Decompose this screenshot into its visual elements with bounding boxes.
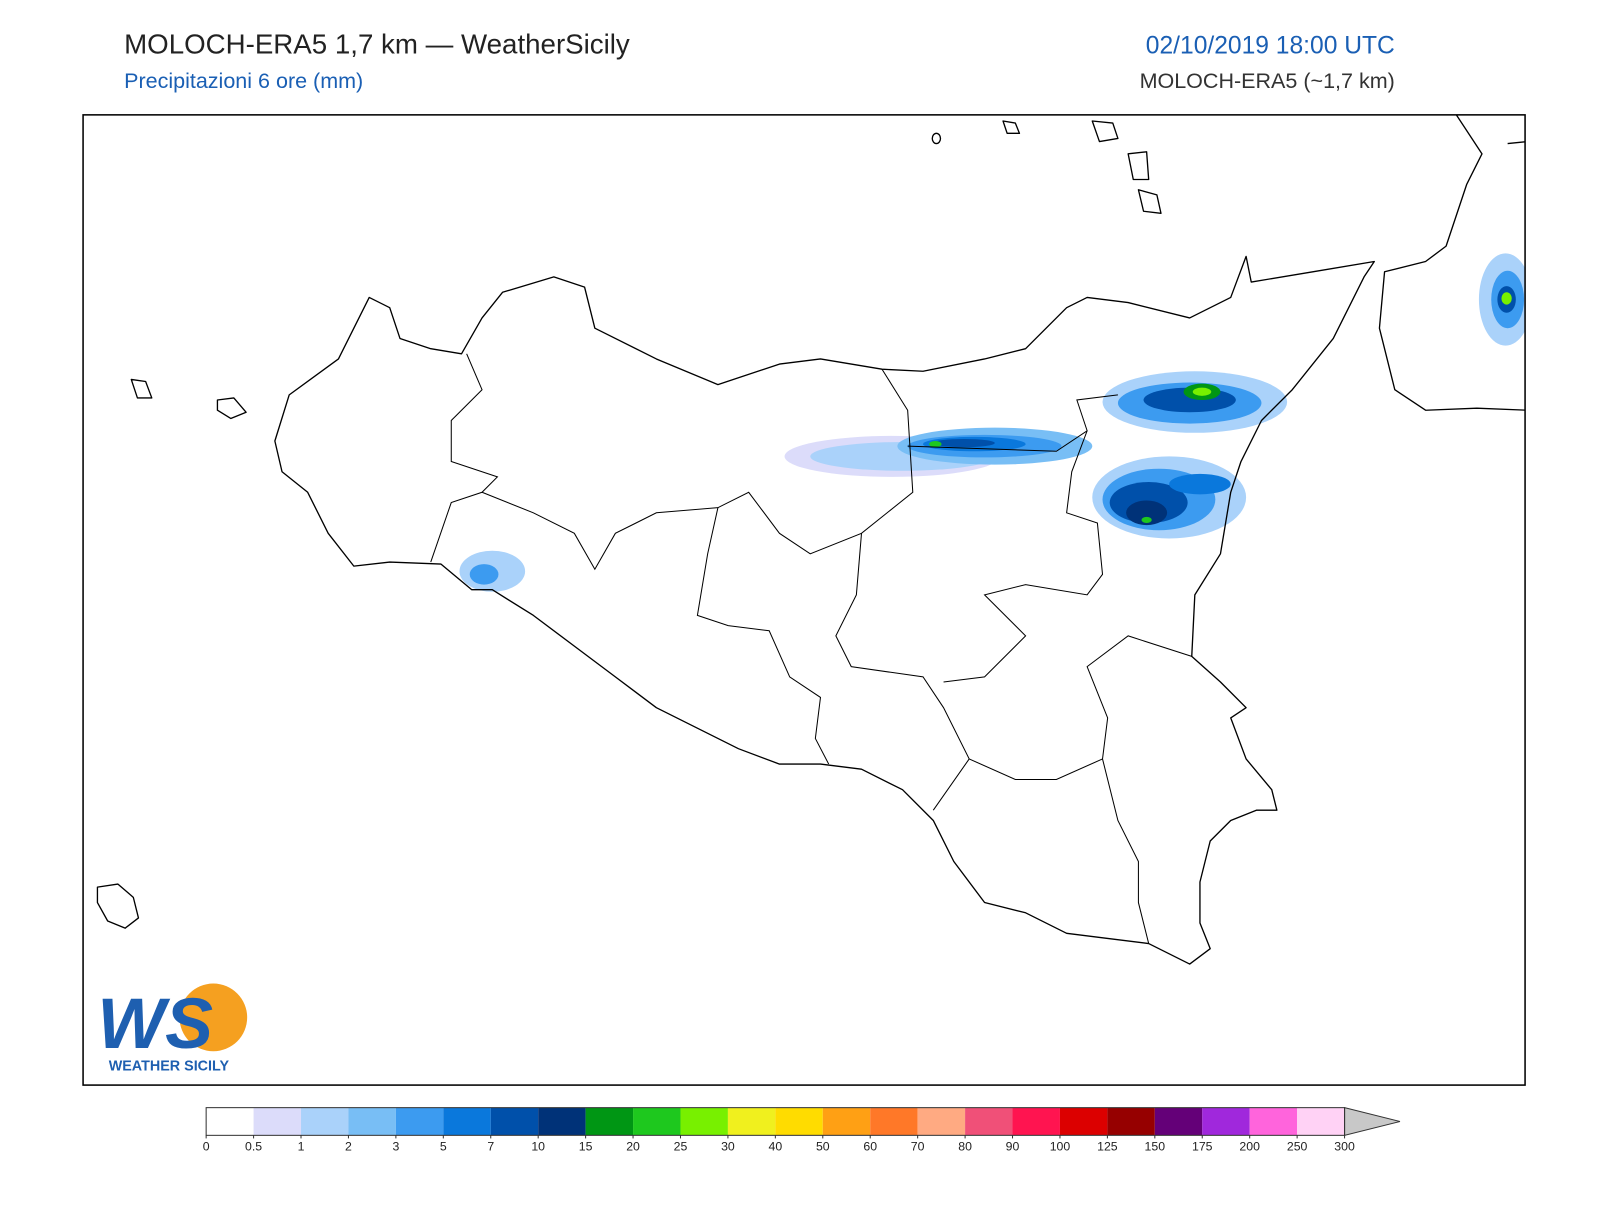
colorbar-box <box>727 1107 776 1136</box>
colorbar-tick-label: 150 <box>1145 1140 1166 1154</box>
map <box>83 114 1526 1086</box>
logo-name: WEATHER SICILY <box>109 1059 230 1075</box>
colorbar-box <box>585 1107 634 1136</box>
colorbar-tick-label: 50 <box>816 1140 830 1154</box>
colorbar-tick-label: 5 <box>440 1140 447 1154</box>
colorbar-box <box>538 1107 586 1136</box>
colorbar-box <box>301 1107 349 1136</box>
colorbar-box <box>395 1107 444 1136</box>
map-frame <box>82 114 1526 1086</box>
island <box>96 883 140 929</box>
colorbar-box <box>1107 1107 1155 1136</box>
colorbar: 0 0.5 1 2 3 5 7 10 15 20 25 30 40 50 60 70 80 90 100 125 150… <box>203 1106 1401 1154</box>
coastline <box>274 255 1375 965</box>
colorbar-tick-label: 200 <box>1239 1140 1260 1154</box>
colorbar-tick-label: 70 <box>911 1140 925 1154</box>
colorbar-box <box>775 1107 823 1136</box>
model-name: MOLOCH-ERA5 (~1,7 km) <box>1140 69 1395 93</box>
colorbar-tick-label: 7 <box>487 1140 494 1154</box>
logo: WS WEATHER SICILY <box>97 983 248 1075</box>
colorbar-box <box>1059 1107 1108 1136</box>
colorbar-box <box>680 1107 728 1136</box>
colorbar-box <box>206 1107 254 1136</box>
colorbar-box <box>348 1107 396 1136</box>
colorbar-box <box>917 1107 966 1136</box>
calabria-coast <box>1378 114 1526 411</box>
colorbar-box <box>822 1107 871 1136</box>
colorbar-box <box>1154 1107 1203 1136</box>
colorbar-box <box>1202 1107 1250 1136</box>
colorbar-tick-label: 250 <box>1287 1140 1308 1154</box>
colorbar-box <box>870 1107 918 1136</box>
colorbar-box <box>1012 1107 1060 1136</box>
title: MOLOCH-ERA5 1,7 km — WeatherSicily <box>124 28 630 59</box>
colorbar-tick-label: 20 <box>626 1140 640 1154</box>
figure-body: MOLOCH-ERA5 1,7 km — WeatherSicily Preci… <box>82 28 1526 1154</box>
subtitle: Precipitazioni 6 ore (mm) <box>124 69 363 93</box>
precipitation <box>459 253 1526 592</box>
colorbar-extension <box>1344 1106 1401 1136</box>
colorbar-tick-label: 300 <box>1334 1140 1355 1154</box>
colorbar-tick-label: 1 <box>298 1140 305 1154</box>
colorbar-tick-label: 25 <box>674 1140 688 1154</box>
valid-date: 02/10/2019 18:00 UTC <box>1146 32 1395 59</box>
logo-mark: WS <box>97 984 213 1064</box>
colorbar-tick-label: 0.5 <box>245 1140 262 1154</box>
colorbar-tick-label: 10 <box>531 1140 545 1154</box>
colorbar-tick-label: 40 <box>769 1140 783 1154</box>
colorbar-box <box>1297 1107 1345 1136</box>
colorbar-tick-label: 80 <box>958 1140 972 1154</box>
colorbar-tick-label: 3 <box>392 1140 399 1154</box>
colorbar-tick-label: 60 <box>863 1140 877 1154</box>
colorbar-box <box>443 1107 491 1136</box>
colorbar-tick-label: 125 <box>1097 1140 1118 1154</box>
colorbar-box <box>253 1107 302 1136</box>
colorbar-tick-label: 0 <box>203 1140 210 1154</box>
colorbar-tick-label: 175 <box>1192 1140 1213 1154</box>
colorbar-tick-label: 100 <box>1050 1140 1071 1154</box>
colorbar-box <box>490 1107 539 1136</box>
colorbar-box <box>633 1107 681 1136</box>
colorbar-box <box>1249 1107 1298 1136</box>
colorbar-tick-label: 30 <box>721 1140 735 1154</box>
colorbar-tick-label: 2 <box>345 1140 352 1154</box>
colorbar-tick-label: 90 <box>1006 1140 1020 1154</box>
colorbar-tick-label: 15 <box>579 1140 593 1154</box>
province-borders <box>430 353 1192 944</box>
colorbar-box <box>965 1107 1013 1136</box>
